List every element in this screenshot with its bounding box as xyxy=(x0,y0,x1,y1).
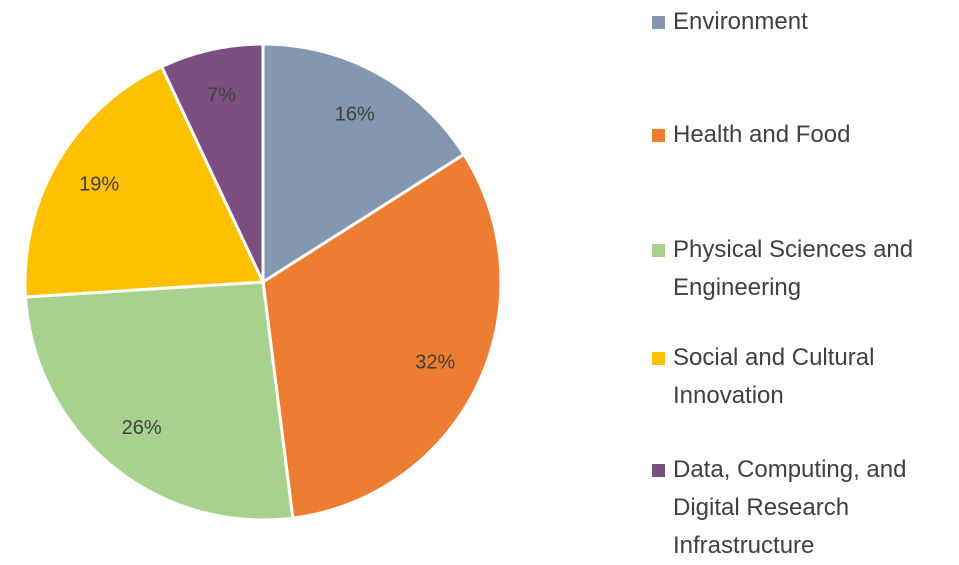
data-label: 16% xyxy=(335,103,375,125)
legend-label: Environment xyxy=(673,8,808,35)
legend-label: Data, Computing, and Digital Research In… xyxy=(673,456,907,559)
pie-slice xyxy=(261,42,467,285)
legend-item: Data, Computing, and Digital Research In… xyxy=(652,451,952,565)
pie-slice xyxy=(23,280,295,522)
chart: 16% 32% 26% 19% 7% xyxy=(23,42,503,522)
legend-swatch xyxy=(652,244,665,257)
data-label: 19% xyxy=(79,173,119,195)
legend-item: Social and Cultural Innovation xyxy=(652,339,952,415)
legend-label: Social and Cultural Innovation xyxy=(673,344,875,409)
legend-swatch xyxy=(652,352,665,365)
pie-slice xyxy=(159,42,265,283)
legend-swatch xyxy=(652,129,665,142)
legend-swatch xyxy=(652,464,665,477)
pie-slice xyxy=(261,152,503,520)
pie-slice xyxy=(23,64,266,299)
data-label: 32% xyxy=(415,351,455,373)
legend-item: Environment xyxy=(652,3,952,41)
legend-swatch xyxy=(652,16,665,29)
legend-label: Physical Sciences and Engineering xyxy=(673,236,914,301)
legend-item: Health and Food xyxy=(652,116,952,154)
data-label: 26% xyxy=(122,417,162,439)
data-label: 7% xyxy=(207,84,236,106)
legend-label: Health and Food xyxy=(673,121,851,148)
legend-item: Physical Sciences and Engineering xyxy=(652,231,952,307)
